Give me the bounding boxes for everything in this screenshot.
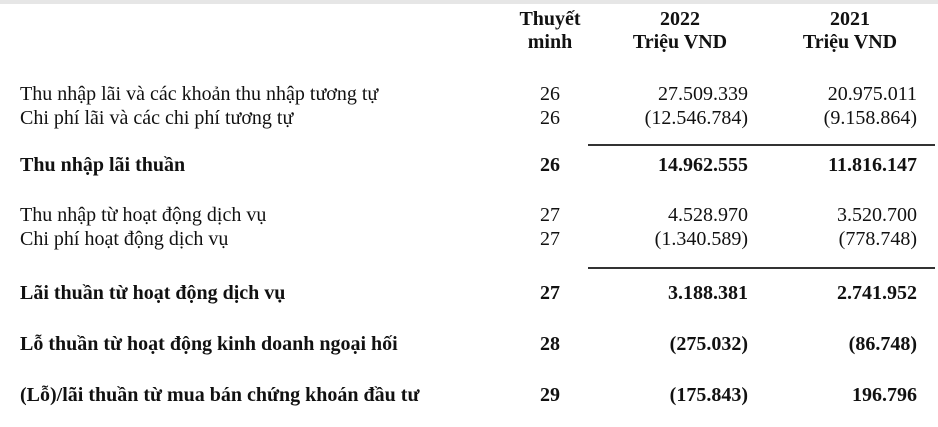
value-2022: 14.962.555 [658, 154, 748, 176]
year-2021-header: 2021 [830, 8, 870, 30]
year-2022-header: 2022 [660, 8, 700, 30]
row-label: Thu nhập lãi và các khoản thu nhập tương… [20, 83, 379, 105]
row-note: 27 [540, 204, 560, 226]
row-label: Chi phí hoạt động dịch vụ [20, 228, 229, 250]
row-note: 26 [540, 107, 560, 129]
row-label: (Lỗ)/lãi thuần từ mua bán chứng khoán đầ… [20, 384, 420, 406]
row-note: 27 [540, 228, 560, 250]
year-2021-unit: Triệu VND [802, 31, 898, 53]
subtotal-rule [588, 267, 935, 269]
row-note: 28 [540, 333, 560, 355]
subtotal-rule [588, 144, 935, 146]
value-2022: 27.509.339 [658, 83, 748, 105]
value-2021: 196.796 [852, 384, 917, 406]
value-2021: 20.975.011 [827, 83, 917, 105]
value-2022: (12.546.784) [644, 107, 748, 129]
row-label: Thu nhập lãi thuần [20, 154, 186, 176]
value-2021: 2.741.952 [837, 282, 917, 304]
row-note: 29 [540, 384, 560, 406]
value-2021: 3.520.700 [837, 204, 917, 226]
value-2022: 4.528.970 [668, 204, 748, 226]
value-2022: (275.032) [669, 333, 748, 355]
value-2021: (9.158.864) [823, 107, 917, 129]
row-label: Lãi thuần từ hoạt động dịch vụ [20, 282, 286, 304]
year-2022-unit: Triệu VND [632, 31, 728, 53]
value-2021: (778.748) [838, 228, 917, 250]
value-2022: 3.188.381 [668, 282, 748, 304]
row-label: Thu nhập từ hoạt động dịch vụ [20, 204, 267, 226]
row-note: 27 [540, 282, 560, 304]
top-edge [0, 0, 938, 4]
note-header-line1: Thuyết [519, 8, 581, 30]
value-2022: (175.843) [669, 384, 748, 406]
row-note: 26 [540, 83, 560, 105]
row-label: Chi phí lãi và các chi phí tương tự [20, 107, 294, 129]
value-2022: (1.340.589) [654, 228, 748, 250]
note-header-line2: minh [527, 31, 573, 53]
row-label: Lỗ thuần từ hoạt động kinh doanh ngoại h… [20, 333, 398, 355]
value-2021: 11.816.147 [828, 154, 917, 176]
value-2021: (86.748) [848, 333, 917, 355]
row-note: 26 [540, 154, 560, 176]
